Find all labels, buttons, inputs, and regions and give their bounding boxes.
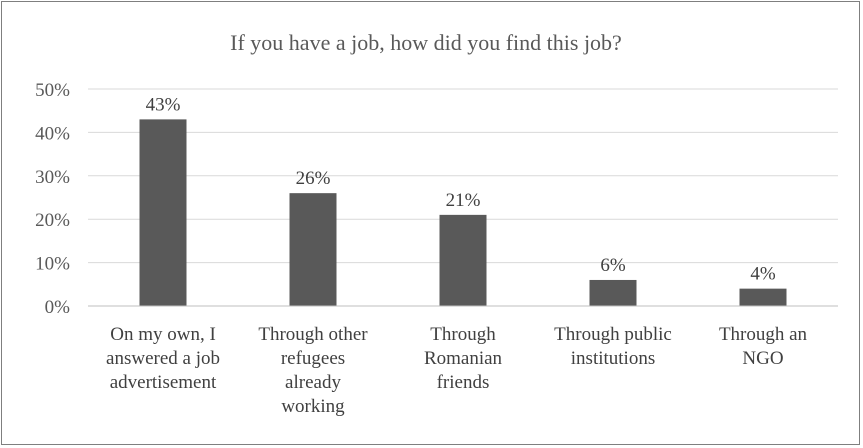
category-label-line: advertisement — [110, 372, 217, 393]
bar — [739, 288, 787, 306]
category-label: Through other refugees already working — [258, 324, 368, 417]
category-label-line: Through — [430, 324, 496, 345]
category-label-line: Through public — [554, 324, 672, 345]
category-labels: On my own, I answered a job advertisement T… — [106, 324, 808, 417]
category-label-line: Through an — [719, 324, 808, 345]
category-label: On my own, I answered a job advertisement — [106, 324, 220, 393]
y-tick-label: 10% — [35, 254, 70, 275]
category-label-line: refugees — [281, 348, 345, 369]
data-label: 43% — [146, 94, 181, 115]
bar — [439, 214, 487, 306]
category-label-line: Romanian — [424, 348, 503, 369]
category-label-line: Through other — [258, 324, 368, 345]
category-label-line: On my own, I — [110, 324, 216, 345]
data-label: 26% — [296, 168, 331, 189]
chart-title: If you have a job, how did you find this… — [230, 30, 622, 55]
category-label-line: institutions — [571, 348, 655, 369]
category-label-line: NGO — [742, 348, 783, 369]
y-axis-ticks: 0% 10% 20% 30% 40% 50% — [35, 80, 70, 318]
data-labels: 43% 26% 21% 6% 4% — [146, 94, 776, 284]
bars — [139, 119, 787, 306]
category-label: Through an NGO — [719, 324, 808, 369]
data-label: 6% — [600, 255, 626, 276]
category-label-line: working — [281, 396, 345, 417]
bar — [139, 119, 187, 306]
y-tick-label: 20% — [35, 210, 70, 231]
data-label: 4% — [750, 264, 776, 285]
category-label: Through public institutions — [554, 324, 672, 369]
bar — [589, 279, 637, 306]
data-label: 21% — [446, 190, 481, 211]
category-label-line: friends — [437, 372, 490, 393]
bar — [289, 193, 337, 306]
category-label-line: answered a job — [106, 348, 220, 369]
category-label-line: already — [285, 372, 341, 393]
y-tick-label: 40% — [35, 123, 70, 144]
y-tick-label: 30% — [35, 167, 70, 188]
y-tick-label: 50% — [35, 80, 70, 101]
y-tick-label: 0% — [45, 297, 71, 318]
category-label: Through Romanian friends — [424, 324, 503, 393]
